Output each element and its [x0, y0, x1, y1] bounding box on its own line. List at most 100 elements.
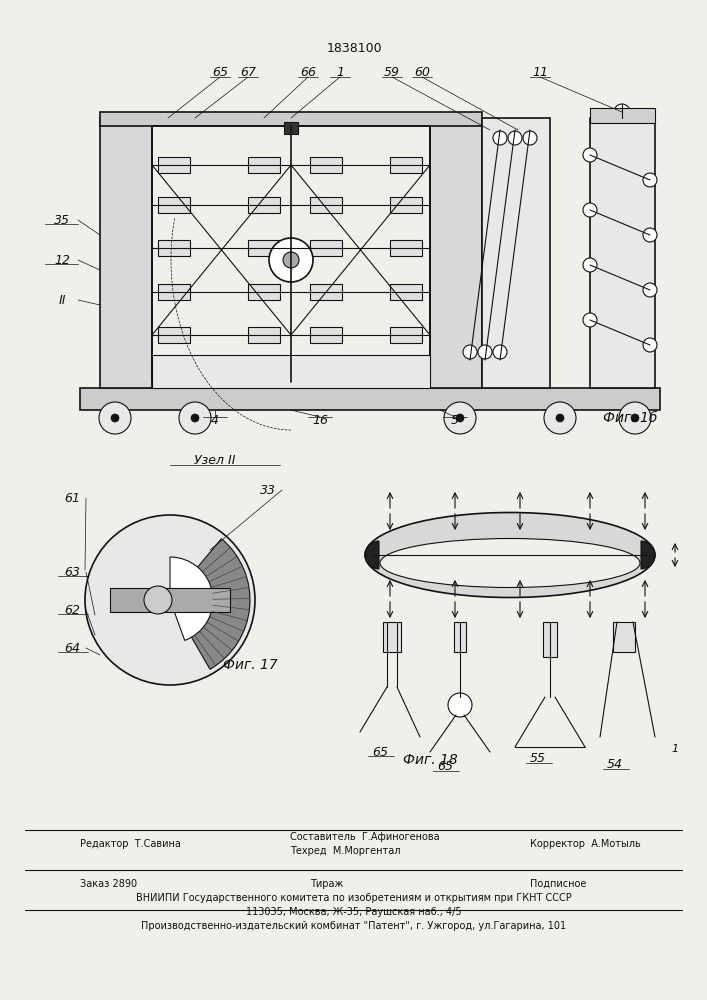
Text: 5: 5 — [451, 414, 459, 426]
Circle shape — [283, 252, 299, 268]
Text: 55: 55 — [530, 752, 546, 766]
Text: 1: 1 — [672, 744, 679, 754]
Bar — [383, 622, 401, 652]
Circle shape — [179, 402, 211, 434]
Bar — [613, 622, 635, 652]
Text: 65: 65 — [212, 66, 228, 79]
Bar — [100, 112, 482, 126]
Circle shape — [583, 313, 597, 327]
Text: 65: 65 — [437, 760, 453, 774]
Text: Техред  М.Моргентал: Техред М.Моргентал — [290, 846, 400, 856]
Bar — [543, 622, 557, 657]
Bar — [390, 197, 422, 213]
Circle shape — [448, 693, 472, 717]
Bar — [158, 157, 190, 173]
Text: 62: 62 — [64, 603, 80, 616]
Text: ВНИИПИ Государственного комитета по изобретениям и открытиям при ГКНТ СССР: ВНИИПИ Государственного комитета по изоб… — [136, 893, 572, 903]
Bar — [284, 374, 298, 386]
Text: Заказ 2890: Заказ 2890 — [80, 879, 137, 889]
Bar — [100, 118, 152, 388]
Text: 12: 12 — [54, 253, 70, 266]
Bar — [152, 126, 430, 382]
Text: 4: 4 — [211, 414, 219, 426]
Bar — [390, 327, 422, 343]
Text: Корректор  А.Мотыль: Корректор А.Мотыль — [530, 839, 641, 849]
Wedge shape — [641, 541, 655, 569]
Bar — [390, 284, 422, 300]
Circle shape — [191, 414, 199, 422]
Bar — [248, 157, 280, 173]
Bar — [310, 240, 342, 256]
Circle shape — [478, 345, 492, 359]
Text: 65: 65 — [372, 746, 388, 758]
Circle shape — [85, 515, 255, 685]
Circle shape — [269, 238, 313, 282]
Text: 33: 33 — [260, 484, 276, 496]
Circle shape — [631, 414, 639, 422]
Bar — [248, 284, 280, 300]
Bar — [110, 588, 230, 612]
Circle shape — [544, 402, 576, 434]
Text: Фиг. 18: Фиг. 18 — [402, 753, 457, 767]
Circle shape — [556, 414, 564, 422]
Circle shape — [583, 258, 597, 272]
Ellipse shape — [365, 512, 655, 597]
Text: 16: 16 — [312, 414, 328, 426]
Text: Тираж: Тираж — [310, 879, 344, 889]
Circle shape — [463, 345, 477, 359]
Wedge shape — [191, 539, 250, 669]
Circle shape — [619, 402, 651, 434]
Bar — [390, 240, 422, 256]
Text: Фиг. 1б: Фиг. 1б — [603, 411, 658, 425]
Text: 64: 64 — [64, 642, 80, 654]
Circle shape — [643, 228, 657, 242]
Circle shape — [144, 586, 172, 614]
Text: 63: 63 — [64, 566, 80, 578]
Bar — [310, 157, 342, 173]
Circle shape — [643, 283, 657, 297]
Circle shape — [493, 131, 507, 145]
Bar — [158, 284, 190, 300]
Circle shape — [111, 414, 119, 422]
Bar — [158, 240, 190, 256]
Bar — [158, 327, 190, 343]
Bar — [310, 327, 342, 343]
Circle shape — [99, 402, 131, 434]
Circle shape — [508, 131, 522, 145]
Text: Подписное: Подписное — [530, 879, 586, 889]
Bar — [310, 284, 342, 300]
Text: 54: 54 — [607, 758, 623, 772]
Circle shape — [614, 104, 630, 120]
Circle shape — [643, 338, 657, 352]
Text: 113035, Москва, Ж-35, Раушская наб., 4/5: 113035, Москва, Ж-35, Раушская наб., 4/5 — [246, 907, 462, 917]
Circle shape — [444, 402, 476, 434]
Circle shape — [583, 148, 597, 162]
Text: Составитель  Г.Афиногенова: Составитель Г.Афиногенова — [290, 832, 440, 842]
Text: II: II — [58, 294, 66, 306]
Text: 1: 1 — [336, 66, 344, 79]
Text: 60: 60 — [414, 66, 430, 79]
Text: Узел II: Узел II — [194, 454, 235, 466]
Text: 1838100: 1838100 — [326, 41, 382, 54]
Bar — [248, 240, 280, 256]
Text: 59: 59 — [384, 66, 400, 79]
Bar — [284, 122, 298, 134]
Bar — [482, 118, 550, 388]
Bar — [430, 118, 482, 388]
Bar — [248, 197, 280, 213]
Bar — [310, 197, 342, 213]
Text: Редактор  Т.Савина: Редактор Т.Савина — [80, 839, 181, 849]
Bar — [590, 108, 655, 123]
Wedge shape — [170, 557, 213, 640]
Wedge shape — [365, 541, 379, 569]
Text: 61: 61 — [64, 491, 80, 504]
Bar — [152, 355, 430, 388]
Circle shape — [493, 345, 507, 359]
Circle shape — [643, 173, 657, 187]
Bar — [454, 622, 466, 652]
Bar — [80, 388, 660, 410]
Text: Фиг. 17: Фиг. 17 — [223, 658, 277, 672]
Text: 35: 35 — [54, 214, 70, 227]
Circle shape — [523, 131, 537, 145]
Bar — [390, 157, 422, 173]
